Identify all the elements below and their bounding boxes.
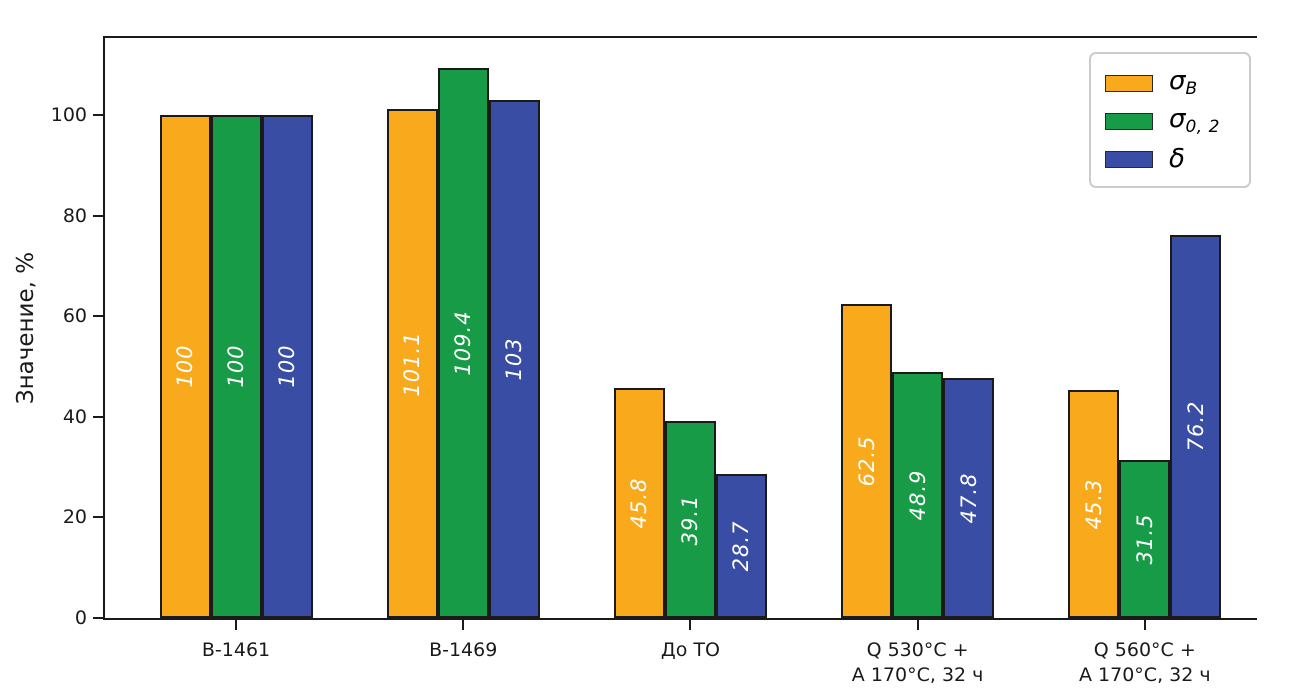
legend-label-subscript: 0, 2 <box>1185 117 1220 137</box>
legend-swatch <box>1105 112 1153 130</box>
legend-item: σ0, 2 <box>1105 102 1235 140</box>
legend-item: δ <box>1105 140 1235 178</box>
y-tick-mark <box>93 617 103 619</box>
x-tick-label-line: А 170°C, 32 ч <box>851 664 984 686</box>
bar-sigma-b-group-1: 101.1 <box>386 109 438 618</box>
legend-label-symbol: δ <box>1169 144 1185 174</box>
legend-label: δ <box>1169 146 1185 172</box>
x-tick-label: В-1461 <box>116 638 356 663</box>
x-tick-label-line: До ТО <box>660 639 720 661</box>
legend-label-symbol: σ <box>1169 104 1186 134</box>
y-tick-label: 0 <box>74 607 87 629</box>
y-tick-mark <box>93 516 103 519</box>
bar-value-label: 31.5 <box>1132 513 1157 565</box>
bar-value-label: 28.7 <box>729 520 754 572</box>
bar-sigma-02-group-3: 48.9 <box>892 372 944 618</box>
bar-value-label: 103 <box>502 337 527 381</box>
bar-delta-group-2: 28.7 <box>715 473 767 618</box>
bar-sigma-b-group-2: 45.8 <box>613 387 665 618</box>
y-tick-mark <box>93 415 103 418</box>
y-tick-mark <box>93 315 103 318</box>
bar-sigma-02-group-1: 109.4 <box>437 67 489 618</box>
bar-sigma-02-group-2: 39.1 <box>664 421 716 618</box>
bar-delta-group-0: 100 <box>261 114 313 618</box>
bar-sigma-b-group-4: 45.3 <box>1068 390 1120 618</box>
bar-value-label: 109.4 <box>451 310 476 376</box>
legend-swatch <box>1105 74 1153 92</box>
legend-label-subscript: B <box>1185 79 1198 99</box>
bar-value-label: 76.2 <box>1183 400 1208 452</box>
bar-value-label: 62.5 <box>854 435 879 487</box>
y-tick-mark <box>93 214 103 217</box>
bar-sigma-02-group-0: 100 <box>210 114 262 618</box>
x-tick-label: В-1469 <box>343 638 583 663</box>
x-tick-label: Q 560°C + А 170°C, 32 ч <box>1025 638 1265 688</box>
x-tick-label-line: Q 560°C + <box>1093 639 1196 661</box>
y-tick-label: 40 <box>62 405 87 428</box>
x-tick-label-line: В-1469 <box>429 639 498 661</box>
x-tick-mark <box>462 620 465 630</box>
x-tick-label-line: Q 530°C + <box>866 639 969 661</box>
x-tick-mark <box>916 620 919 630</box>
bar-value-label: 100 <box>173 344 197 389</box>
y-tick-label: 60 <box>62 305 87 328</box>
bar-value-label: 45.3 <box>1081 478 1106 530</box>
x-tick-label-line: В-1461 <box>201 639 271 661</box>
legend-swatch <box>1105 150 1153 168</box>
x-tick-label: Q 530°C + А 170°C, 32 ч <box>798 638 1038 688</box>
x-tick-mark <box>689 620 692 630</box>
legend-label: σB <box>1169 68 1198 98</box>
bar-delta-group-1: 103 <box>488 99 540 618</box>
y-tick-mark <box>93 113 103 116</box>
bar-sigma-02-group-4: 31.5 <box>1119 459 1171 618</box>
y-tick-label: 100 <box>50 103 87 126</box>
bar-value-label: 100 <box>275 344 299 389</box>
x-tick-mark <box>1143 620 1146 630</box>
legend-label: σ0, 2 <box>1169 106 1220 136</box>
bar-delta-group-3: 47.8 <box>943 377 995 618</box>
bar-value-label: 47.8 <box>956 472 981 524</box>
legend-item: σB <box>1105 64 1235 102</box>
plot-area: 0 20 40 60 80 100 100 100 100 В-1461 101.1 109.4 103… <box>51 36 1257 686</box>
bar-delta-group-4: 76.2 <box>1170 234 1222 618</box>
x-tick-label: До ТО <box>570 638 810 663</box>
bar-value-label: 101.1 <box>400 331 425 397</box>
x-tick-mark <box>235 620 237 630</box>
bar-value-label: 48.9 <box>905 469 930 521</box>
bar-sigma-b-group-0: 100 <box>159 114 211 618</box>
y-tick-label: 20 <box>62 506 87 529</box>
bar-value-label: 39.1 <box>678 494 703 546</box>
bar-value-label: 100 <box>224 344 248 389</box>
y-tick-label: 80 <box>62 204 87 227</box>
bar-value-label: 45.8 <box>627 477 652 529</box>
bar-sigma-b-group-3: 62.5 <box>841 303 893 618</box>
legend-label-symbol: σ <box>1169 66 1186 96</box>
x-tick-label-line: А 170°C, 32 ч <box>1079 664 1211 686</box>
